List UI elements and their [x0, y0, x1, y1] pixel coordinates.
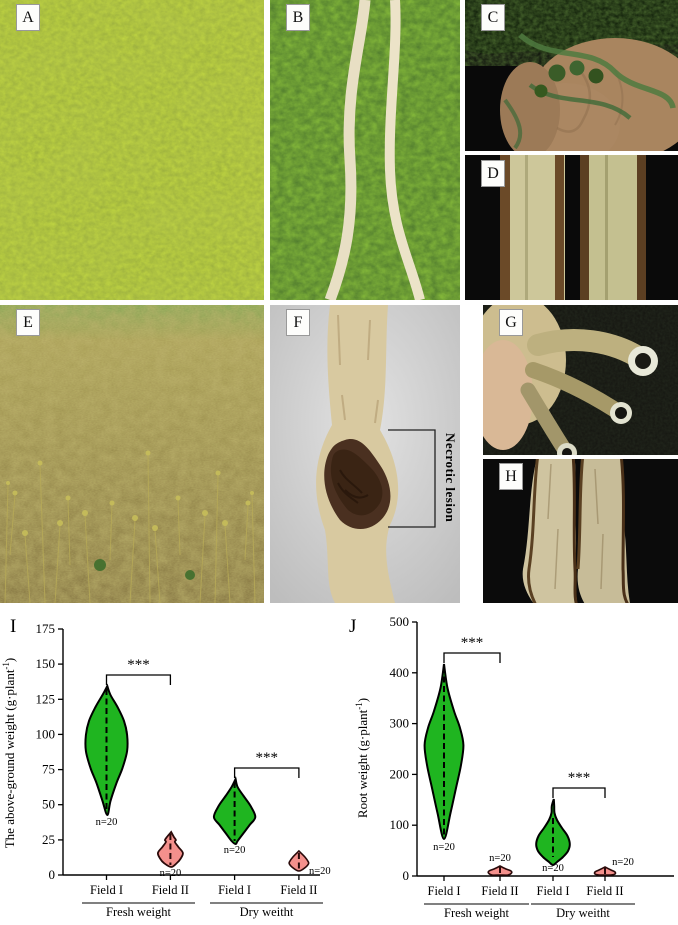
svg-text:n=20: n=20 — [309, 866, 331, 877]
svg-text:300: 300 — [390, 716, 410, 731]
svg-text:125: 125 — [36, 691, 56, 706]
svg-text:***: *** — [461, 635, 484, 651]
svg-text:25: 25 — [42, 832, 55, 847]
svg-text:n=20: n=20 — [542, 863, 564, 874]
svg-text:Field I: Field I — [537, 884, 570, 898]
svg-text:Fresh weight: Fresh weight — [106, 905, 171, 919]
svg-text:150: 150 — [36, 656, 56, 671]
svg-text:Field I: Field I — [218, 883, 251, 897]
svg-text:Field II: Field II — [152, 883, 189, 897]
svg-text:Root weight (g·plant-1): Root weight (g·plant-1) — [354, 698, 370, 818]
svg-text:***: *** — [568, 770, 591, 786]
svg-text:Field I: Field I — [428, 884, 461, 898]
svg-text:Dry weitht: Dry weitht — [240, 905, 294, 919]
svg-text:J: J — [349, 616, 356, 637]
svg-text:n=20: n=20 — [224, 845, 246, 856]
svg-text:Field II: Field II — [280, 883, 317, 897]
svg-text:50: 50 — [42, 797, 55, 812]
svg-text:200: 200 — [390, 766, 410, 781]
svg-text:The above-ground weight (g·pla: The above-ground weight (g·plant-1) — [1, 658, 17, 849]
svg-text:100: 100 — [390, 817, 410, 832]
svg-text:Field I: Field I — [90, 883, 123, 897]
svg-text:n=20: n=20 — [433, 842, 455, 853]
svg-text:75: 75 — [42, 762, 55, 777]
svg-text:***: *** — [127, 657, 150, 673]
svg-text:n=20: n=20 — [489, 853, 511, 864]
svg-text:0: 0 — [49, 867, 56, 882]
svg-text:400: 400 — [390, 665, 410, 680]
svg-text:Field II: Field II — [586, 884, 623, 898]
svg-text:n=20: n=20 — [612, 857, 634, 868]
svg-text:n=20: n=20 — [96, 817, 118, 828]
svg-text:Field II: Field II — [481, 884, 518, 898]
svg-text:***: *** — [255, 750, 278, 766]
svg-text:Dry weitht: Dry weitht — [556, 906, 610, 920]
svg-text:100: 100 — [36, 726, 56, 741]
svg-text:175: 175 — [36, 621, 56, 636]
svg-text:Fresh weight: Fresh weight — [444, 906, 509, 920]
svg-text:0: 0 — [403, 868, 410, 883]
svg-text:500: 500 — [390, 614, 410, 629]
svg-text:I: I — [10, 616, 16, 637]
